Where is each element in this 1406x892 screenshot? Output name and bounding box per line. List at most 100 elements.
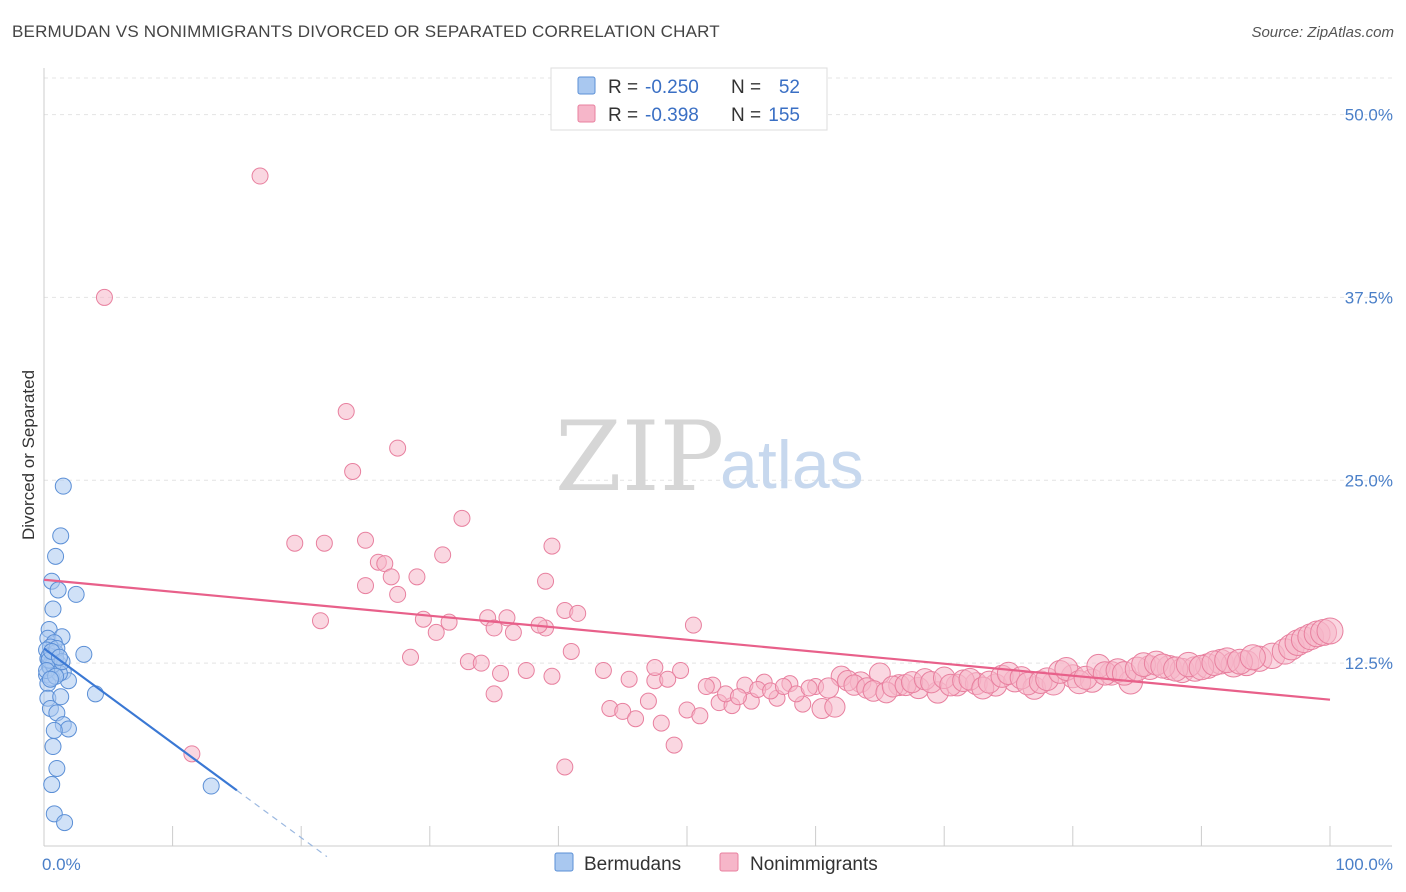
nonimmigrants-point-19 — [311, 612, 329, 630]
nonimmigrants-point-150 — [1239, 644, 1266, 671]
nonimmigrants-point-36 — [543, 667, 561, 685]
legend-r-label-2: R = — [608, 105, 638, 126]
x-tick-label-0: 0.0% — [42, 855, 81, 874]
watermark-zip: ZIP — [555, 401, 724, 513]
bermudans-point-50 — [41, 670, 59, 688]
nonimmigrants-point-2 — [337, 403, 355, 421]
trend-line-bermudans — [43, 647, 238, 792]
nonimmigrants-point-27 — [504, 623, 522, 641]
nonimmigrants-point-108 — [800, 679, 818, 697]
trend-lines — [43, 578, 1331, 858]
nonimmigrants-point-33 — [472, 654, 490, 672]
x-tick-labels: 0.0% 100.0% — [42, 855, 1393, 874]
nonimmigrants-point-101 — [697, 678, 715, 696]
bermudans-point-51 — [50, 648, 68, 666]
y-tick-label-2: 37.5% — [1345, 288, 1393, 307]
nonimmigrants-point-106 — [774, 678, 792, 696]
nonimmigrants-point-3 — [389, 439, 407, 457]
y-tick-label-1: 25.0% — [1345, 471, 1393, 490]
nonimmigrants-point-15 — [357, 577, 374, 595]
legend-r-label-1: R = — [608, 77, 638, 98]
bermudans-point-38 — [44, 738, 62, 756]
source-label: Source: ZipAtlas.com — [1251, 24, 1394, 41]
bermudans-point-39 — [48, 759, 66, 777]
y-axis-title: Divorced or Separated — [19, 370, 38, 540]
nonimmigrants-point-35 — [517, 661, 535, 679]
nonimmigrants-point-14 — [408, 568, 426, 586]
watermark-atlas: atlas — [720, 427, 864, 503]
bermudans-point-2 — [47, 547, 65, 565]
bermudans-point-37 — [45, 721, 63, 739]
nonimmigrants-point-38 — [594, 661, 612, 679]
trend-line-bermudans-extension — [236, 789, 328, 858]
bermudans-point-5 — [67, 585, 85, 603]
bermudans-point-6 — [44, 600, 62, 618]
nonimmigrants-point-16 — [389, 585, 407, 603]
nonimmigrants-point-95 — [824, 696, 846, 718]
legend-n-value-2: 155 — [768, 105, 800, 126]
legend-n-label-1: N = — [731, 77, 761, 98]
nonimmigrants-point-9 — [434, 546, 452, 564]
bermudans-point-0 — [54, 477, 72, 495]
axes — [43, 68, 1392, 847]
nonimmigrants-point-34 — [492, 664, 510, 682]
nonimmigrants-point-96 — [485, 685, 503, 703]
legend-bottom-swatch-bermudans — [554, 852, 574, 872]
nonimmigrants-point-84 — [639, 692, 657, 710]
nonimmigrants-point-37 — [562, 642, 580, 660]
y-tick-labels: 12.5% 25.0% 37.5% 50.0% — [1345, 106, 1393, 674]
legend-bottom-swatch-nonimmigrants — [719, 852, 739, 872]
nonimmigrants-point-1 — [95, 288, 113, 306]
nonimmigrants-point-4 — [344, 463, 362, 481]
legend-swatch-bermudans — [577, 76, 596, 95]
bermudans-point-31 — [52, 688, 70, 706]
bermudans-point-40 — [43, 776, 61, 794]
nonimmigrants-point-23 — [569, 604, 587, 622]
legend-bottom-bermudans: Bermudans — [584, 854, 681, 875]
bermudans-point-36 — [59, 720, 77, 738]
legend-top: R = -0.250 N = 52 R = -0.398 N = 155 — [550, 67, 828, 131]
trend-line-nonimmigrants — [43, 578, 1331, 701]
nonimmigrants-point-7 — [315, 534, 333, 552]
nonimmigrants-point-103 — [729, 688, 747, 706]
grid-lines — [44, 77, 1392, 664]
nonimmigrants-point-28 — [485, 619, 503, 637]
nonimmigrants-point-109 — [817, 677, 840, 699]
nonimmigrants-point-83 — [627, 710, 645, 728]
series-bermudans — [38, 477, 220, 832]
nonimmigrants-point-6 — [286, 534, 304, 552]
nonimmigrants-point-31 — [402, 648, 420, 666]
bermudans-point-43 — [56, 814, 74, 832]
nonimmigrants-point-100 — [659, 670, 677, 688]
nonimmigrants-point-29 — [427, 623, 445, 641]
nonimmigrants-point-99 — [646, 659, 664, 677]
y-tick-label-0: 12.5% — [1345, 654, 1393, 673]
legend-bottom: Bermudans Nonimmigrants — [554, 852, 878, 875]
legend-box — [550, 67, 828, 131]
bermudans-point-41 — [202, 777, 220, 795]
nonimmigrants-point-5 — [453, 509, 471, 527]
nonimmigrants-point-85 — [652, 714, 670, 732]
watermark: ZIP atlas — [555, 401, 864, 513]
nonimmigrants-point-98 — [183, 745, 201, 763]
chart-title: BERMUDAN VS NONIMMIGRANTS DIVORCED OR SE… — [12, 22, 720, 41]
nonimmigrants-point-30 — [684, 616, 702, 634]
bermudans-point-4 — [49, 581, 67, 599]
nonimmigrants-point-80 — [1316, 617, 1344, 645]
legend-r-value-2: -0.398 — [645, 105, 699, 126]
bermudans-point-1 — [52, 527, 70, 545]
nonimmigrants-point-88 — [691, 707, 709, 725]
series-nonimmigrants — [95, 167, 1344, 776]
bermudans-point-32 — [86, 685, 104, 703]
nonimmigrants-point-10 — [543, 537, 561, 555]
legend-swatch-nonimmigrants — [577, 104, 596, 123]
legend-n-label-2: N = — [731, 105, 761, 126]
nonimmigrants-point-17 — [537, 572, 555, 590]
legend-bottom-nonimmigrants: Nonimmigrants — [750, 854, 878, 875]
nonimmigrants-point-41 — [672, 661, 690, 679]
nonimmigrants-point-82 — [614, 702, 632, 720]
nonimmigrants-point-8 — [357, 531, 374, 549]
nonimmigrants-point-13 — [382, 568, 400, 586]
nonimmigrants-point-39 — [620, 670, 638, 688]
